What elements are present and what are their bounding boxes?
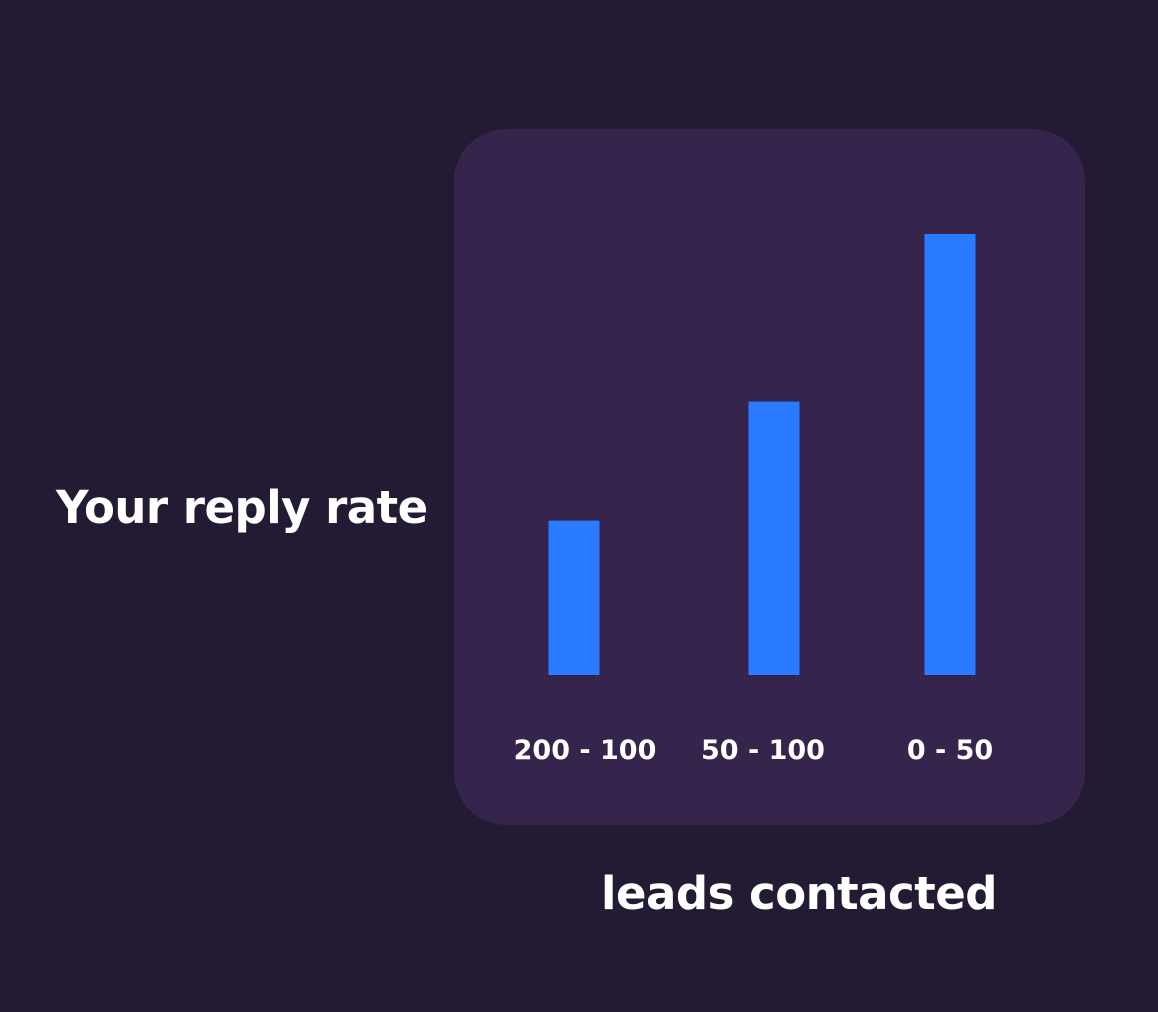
x-tick-label-1: 50 - 100 [701, 735, 825, 766]
bar-2 [924, 234, 976, 675]
bar-1 [748, 401, 800, 675]
x-tick-labels: 200 - 100 50 - 100 0 - 50 [514, 735, 994, 766]
bars-layer [548, 234, 976, 675]
y-axis-label: Your reply rate [56, 481, 428, 534]
x-tick-label-0: 200 - 100 [514, 735, 657, 766]
x-tick-label-2: 0 - 50 [907, 735, 993, 766]
bar-0 [548, 520, 600, 675]
x-axis-label: leads contacted [601, 867, 997, 920]
chart-panel: 200 - 100 50 - 100 0 - 50 [454, 129, 1085, 825]
bar-chart: 200 - 100 50 - 100 0 - 50 [454, 129, 1085, 825]
